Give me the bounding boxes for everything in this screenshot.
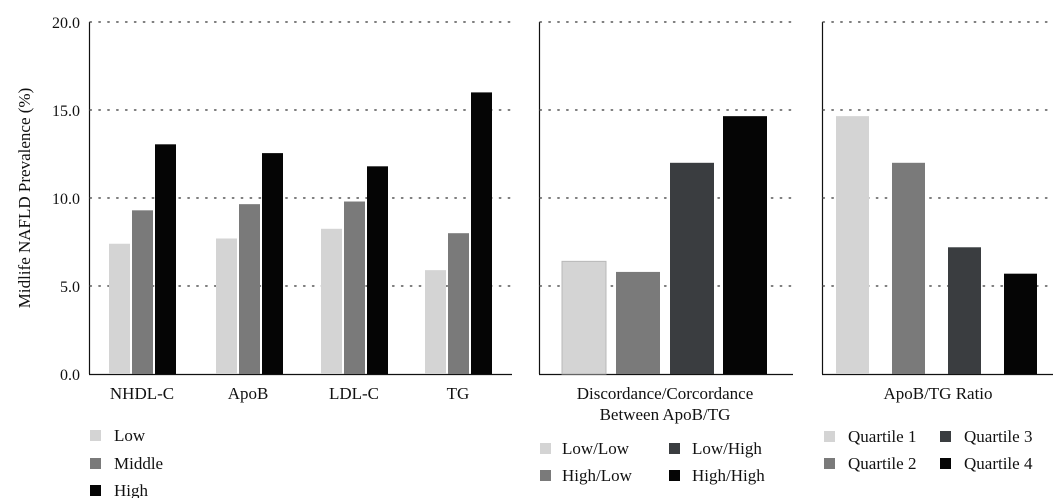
legend-label: Quartile 3 <box>964 427 1032 446</box>
legend-label: Low <box>114 426 146 445</box>
y-tick-label: 20.0 <box>52 15 80 32</box>
gridlines <box>89 21 1054 287</box>
legend-label: Low/Low <box>562 439 630 458</box>
legend-label: Quartile 2 <box>848 454 916 473</box>
bar <box>321 228 342 374</box>
legend-swatch-quartile-2 <box>824 458 835 469</box>
x-tick-label: ApoB <box>228 384 269 403</box>
y-tick-label: 10.0 <box>52 191 80 208</box>
legend-swatch-low <box>90 430 101 441</box>
bar <box>425 270 446 374</box>
bar <box>344 201 365 374</box>
bar <box>109 243 130 374</box>
bar <box>723 116 767 374</box>
bar <box>1004 273 1037 374</box>
x-tick-label: LDL-C <box>329 384 379 403</box>
bar <box>616 271 660 374</box>
legend-swatch-low-low <box>540 443 551 454</box>
bar <box>670 162 714 374</box>
legend-swatch-quartile-3 <box>940 431 951 442</box>
legend-label: High/Low <box>562 466 633 485</box>
panel3-x-label: ApoB/TG Ratio <box>883 384 992 403</box>
legend-label: High <box>114 481 149 498</box>
bar <box>948 247 981 374</box>
bar <box>892 162 925 374</box>
bar <box>561 260 607 375</box>
bar <box>262 153 283 374</box>
bar <box>367 166 388 374</box>
x-tick-label: TG <box>447 384 470 403</box>
legend-swatch-quartile-1 <box>824 431 835 442</box>
y-tick-label: 0.0 <box>60 367 80 384</box>
bar <box>132 210 153 374</box>
bar <box>216 238 237 374</box>
panel2-x-label: Between ApoB/TG <box>600 405 731 424</box>
legend-swatch-high-low <box>540 470 551 481</box>
bar <box>239 204 260 374</box>
y-tick-labels: 0.0 5.0 10.0 15.0 20.0 <box>52 15 80 384</box>
legend-panel1: Low Middle High <box>90 426 163 498</box>
legend-label: Quartile 1 <box>848 427 916 446</box>
x-tick-label: NHDL-C <box>110 384 174 403</box>
legend-label: Quartile 4 <box>964 454 1033 473</box>
legend-swatch-quartile-4 <box>940 458 951 469</box>
bar <box>471 92 492 375</box>
legend-swatch-high <box>90 485 101 496</box>
legend-label: Low/High <box>692 439 762 458</box>
legend-swatch-high-high <box>669 470 680 481</box>
legend-panel2: Low/Low Low/High High/Low High/High <box>540 439 765 485</box>
bar <box>155 144 176 374</box>
legend-swatch-low-high <box>669 443 680 454</box>
legend-label: High/High <box>692 466 765 485</box>
y-axis-title: Midlife NAFLD Prevalence (%) <box>15 88 34 308</box>
legend-panel3: Quartile 1 Quartile 3 Quartile 2 Quartil… <box>824 427 1033 473</box>
legend-swatch-middle <box>90 458 101 469</box>
y-tick-label: 15.0 <box>52 103 80 120</box>
bars <box>109 92 1037 375</box>
bar <box>448 233 469 374</box>
panel2-x-label: Discordance/Corcordance <box>577 384 754 403</box>
y-tick-label: 5.0 <box>60 279 80 296</box>
legend-label: Middle <box>114 454 163 473</box>
bar <box>836 116 869 374</box>
